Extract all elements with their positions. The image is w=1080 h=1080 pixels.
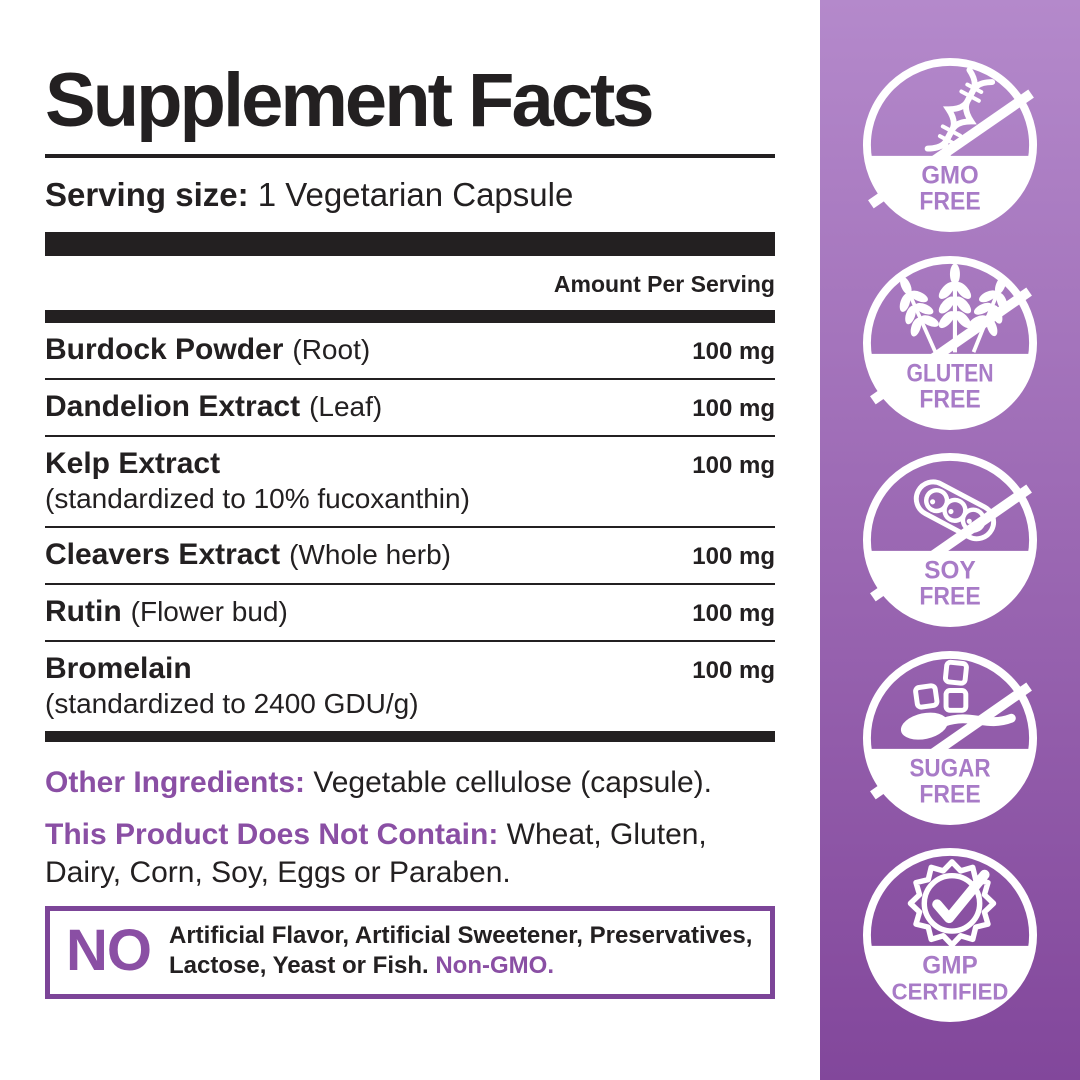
ingredient-row: Bromelain 100 mg (standardized to 2400 G… xyxy=(45,642,775,731)
ingredient-amount: 100 mg xyxy=(692,394,775,422)
badge-graphic: GLUTEN FREE xyxy=(862,255,1038,430)
ingredient-name: Burdock Powder xyxy=(45,332,284,366)
ingredient-row: Kelp Extract 100 mg (standardized to 10%… xyxy=(45,437,775,528)
badge-gmp-certified: GMP CERTIFIED xyxy=(861,846,1039,1024)
badge-ring xyxy=(862,452,1038,628)
badge-text-chord xyxy=(867,550,1033,624)
other-ingredients-line: Other Ingredients: Vegetable cellulose (… xyxy=(45,764,775,802)
ingredient-amount: 100 mg xyxy=(692,542,775,570)
ingredient-row: Rutin (Flower bud) 100 mg xyxy=(45,585,775,642)
ingredient-note: (standardized to 10% fucoxanthin) xyxy=(45,482,470,514)
badge-text-chord xyxy=(867,748,1033,821)
ingredient-descriptor: (Whole herb) xyxy=(289,538,451,570)
badge-graphic: SUGAR FREE xyxy=(862,650,1038,825)
badge-ring xyxy=(862,650,1038,825)
ingredient-name: Bromelain xyxy=(45,651,192,685)
badge-gmo-free: GMO FREE xyxy=(861,56,1039,234)
does-not-contain-value: Wheat, Gluten, Dairy, Corn, Soy, Eggs or… xyxy=(45,817,707,889)
badge-label-line1: GLUTEN xyxy=(906,360,993,387)
ingredient-descriptor: (Root) xyxy=(292,333,371,365)
badge-sugar-free: SUGAR FREE xyxy=(861,649,1039,827)
badge-text-chord xyxy=(867,155,1033,229)
badge-ring xyxy=(862,255,1038,430)
dna-icon xyxy=(924,67,996,164)
ingredient-descriptor: (Flower bud) xyxy=(130,595,288,627)
serving-size-line: Serving size: 1 Vegetarian Capsule xyxy=(45,176,775,214)
badge-label-line2: FREE xyxy=(919,188,980,215)
badge-ring xyxy=(862,847,1038,1023)
amount-per-serving-header: Amount Per Serving xyxy=(553,270,775,297)
badge-label-line2: FREE xyxy=(919,386,980,413)
badge-label-line1: SOY xyxy=(924,558,976,585)
badge-ring xyxy=(862,57,1038,233)
ingredient-name: Rutin xyxy=(45,594,122,628)
supplement-facts-panel: Supplement Facts Serving size: 1 Vegetar… xyxy=(45,0,775,999)
no-claims-text: Artificial Flavor, Artificial Sweetener,… xyxy=(169,921,754,982)
badge-label-line1: GMO xyxy=(921,163,978,190)
badge-graphic: GMO FREE xyxy=(862,57,1038,233)
panel-title: Supplement Facts xyxy=(45,58,655,143)
ingredient-row: Burdock Powder (Root) 100 mg xyxy=(45,323,775,380)
badge-sidebar: GMO FREE xyxy=(820,0,1080,1080)
sugar-spoon-icon xyxy=(900,659,1016,740)
ingredient-name: Cleavers Extract xyxy=(45,537,281,571)
badge-soy-free: SOY FREE xyxy=(861,451,1039,629)
badge-label-line2: FREE xyxy=(919,781,980,808)
badge-label-line1: GMP xyxy=(922,953,977,980)
soybean-icon xyxy=(913,479,997,542)
seal-check-icon xyxy=(907,859,997,948)
no-claims-box: NO Artificial Flavor, Artificial Sweeten… xyxy=(45,905,775,999)
ingredient-row: Dandelion Extract (Leaf) 100 mg xyxy=(45,380,775,437)
ingredient-amount: 100 mg xyxy=(692,337,775,365)
ingredient-name: Dandelion Extract xyxy=(45,389,301,423)
non-gmo-highlight: Non-GMO. xyxy=(435,952,554,980)
ingredient-descriptor: (Leaf) xyxy=(309,390,383,422)
badge-label-line2: FREE xyxy=(919,583,980,610)
ingredient-note: (standardized to 2400 GDU/g) xyxy=(45,687,419,719)
title-divider xyxy=(45,153,775,158)
no-claims-list: Artificial Flavor, Artificial Sweetener,… xyxy=(169,921,753,980)
badge-graphic: SOY FREE xyxy=(862,452,1038,628)
badge-text-chord xyxy=(867,945,1033,1019)
badge-gluten-free: GLUTEN FREE xyxy=(861,254,1039,432)
serving-size-value: 1 Vegetarian Capsule xyxy=(257,175,574,213)
badge-graphic: GMP CERTIFIED xyxy=(862,847,1038,1023)
ingredient-amount: 100 mg xyxy=(692,599,775,627)
badge-text-chord xyxy=(867,353,1033,426)
divider-bar xyxy=(45,309,775,323)
ingredient-table: Burdock Powder (Root) 100 mg Dandelion E… xyxy=(45,323,775,731)
no-word: NO xyxy=(66,918,152,984)
badge-label-line2: CERTIFIED xyxy=(892,978,1009,1004)
badge-label-line1: SUGAR xyxy=(909,755,990,782)
does-not-contain-line: This Product Does Not Contain: Wheat, Gl… xyxy=(45,816,775,892)
other-ingredients-label: Other Ingredients: xyxy=(45,765,306,799)
divider-bar xyxy=(45,730,775,742)
does-not-contain-label: This Product Does Not Contain: xyxy=(45,817,499,851)
ingredient-row: Cleavers Extract (Whole herb) 100 mg xyxy=(45,528,775,585)
divider-bar xyxy=(45,231,775,256)
other-ingredients-value: Vegetable cellulose (capsule). xyxy=(313,765,712,799)
ingredient-amount: 100 mg xyxy=(692,656,775,684)
ingredient-amount: 100 mg xyxy=(692,451,775,479)
serving-size-label: Serving size: xyxy=(45,175,249,213)
ingredient-name: Kelp Extract xyxy=(45,446,221,480)
